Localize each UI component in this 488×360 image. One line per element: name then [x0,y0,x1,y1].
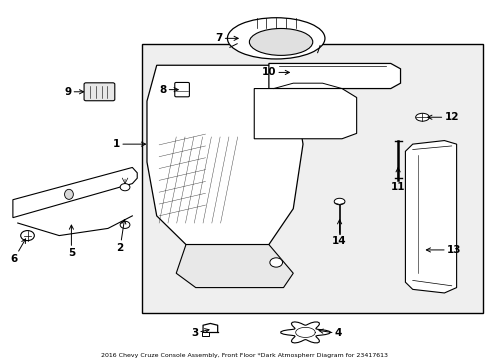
Polygon shape [268,63,400,89]
Circle shape [20,230,34,240]
Text: 12: 12 [427,112,458,122]
Ellipse shape [415,113,428,121]
Bar [201,332,209,336]
Ellipse shape [249,28,312,55]
Text: 6: 6 [11,239,25,264]
Circle shape [120,221,130,228]
Text: 1: 1 [113,139,145,149]
Text: 7: 7 [215,33,238,43]
Polygon shape [147,65,303,244]
Ellipse shape [333,198,344,205]
Circle shape [269,258,282,267]
Text: 10: 10 [261,67,289,77]
Text: 2016 Chevy Cruze Console Assembly, Front Floor *Dark Atmospherr Diagram for 2341: 2016 Chevy Cruze Console Assembly, Front… [101,353,387,358]
Polygon shape [405,140,456,293]
Polygon shape [176,244,293,288]
Text: 3: 3 [190,328,208,338]
Polygon shape [254,89,356,139]
Bar [142,44,483,313]
Polygon shape [13,167,137,218]
Circle shape [120,184,130,191]
Text: 5: 5 [68,225,75,258]
Ellipse shape [64,189,73,199]
Text: 9: 9 [64,87,83,97]
FancyBboxPatch shape [174,82,189,97]
Text: 11: 11 [390,168,405,192]
Text: 14: 14 [331,220,346,246]
Ellipse shape [227,18,325,59]
Text: 8: 8 [159,85,178,95]
Text: 4: 4 [318,328,342,338]
Text: 2: 2 [116,220,125,253]
Text: 13: 13 [426,245,460,255]
FancyBboxPatch shape [84,83,115,101]
